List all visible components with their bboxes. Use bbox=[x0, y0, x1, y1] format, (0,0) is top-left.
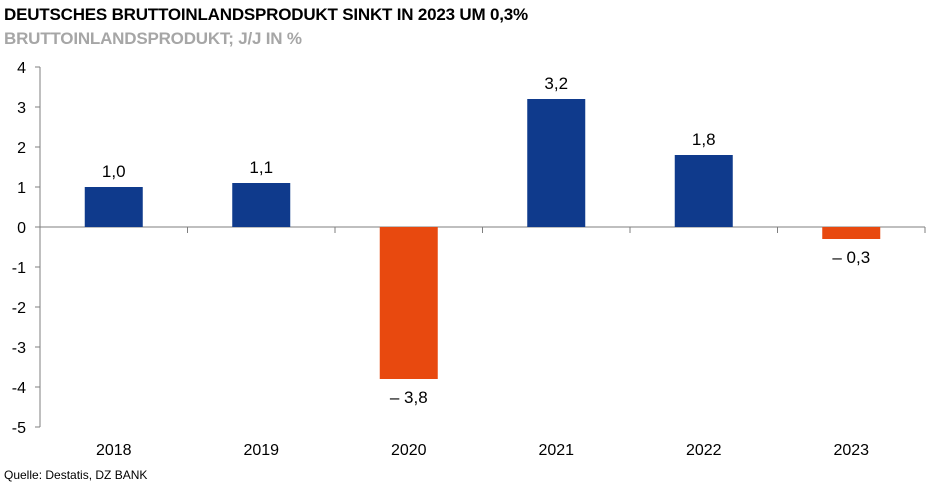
bar-2019 bbox=[232, 183, 291, 227]
y-tick-label: 4 bbox=[17, 60, 26, 77]
y-tick-label: 1 bbox=[17, 180, 26, 197]
y-tick-label: -1 bbox=[12, 260, 26, 277]
bar-2018 bbox=[84, 187, 143, 227]
y-tick-label: -4 bbox=[12, 380, 26, 397]
chart-data-labels: 1,0 1,1 – 3,8 3,2 1,8 – 0,3 bbox=[102, 74, 870, 407]
x-tick-label: 2020 bbox=[391, 442, 427, 459]
data-label-2019: 1,1 bbox=[249, 158, 273, 177]
y-tick-label: 2 bbox=[17, 140, 26, 157]
data-label-2018: 1,0 bbox=[102, 162, 126, 181]
chart-bars bbox=[84, 99, 881, 379]
source-note: Quelle: Destatis, DZ BANK bbox=[4, 468, 148, 482]
data-label-2020: – 3,8 bbox=[390, 388, 428, 407]
x-tick-label: 2018 bbox=[96, 442, 132, 459]
bar-2020 bbox=[379, 227, 438, 379]
y-tick-label: -2 bbox=[12, 300, 26, 317]
chart-title: DEUTSCHES BRUTTOINLANDSPRODUKT SINKT IN … bbox=[4, 5, 528, 24]
bar-2022 bbox=[674, 155, 733, 227]
chart-subtitle: BRUTTOINLANDSPRODUKT; J/J IN % bbox=[4, 29, 302, 48]
y-tick-label: 0 bbox=[17, 220, 26, 237]
y-tick-label: 3 bbox=[17, 100, 26, 117]
x-tick-label: 2022 bbox=[686, 442, 722, 459]
x-tick-label: 2019 bbox=[243, 442, 279, 459]
x-tick-label: 2023 bbox=[833, 442, 869, 459]
y-tick-label: -5 bbox=[12, 420, 26, 437]
data-label-2021: 3,2 bbox=[544, 74, 568, 93]
data-label-2023: – 0,3 bbox=[832, 248, 870, 267]
data-label-2022: 1,8 bbox=[692, 130, 716, 149]
bar-2021 bbox=[527, 99, 586, 227]
x-tick-label: 2021 bbox=[538, 442, 574, 459]
chart-axes: 4 3 2 1 0 -1 -2 -3 -4 -5 2018 2019 2020 2021 2022 2023 bbox=[12, 60, 926, 459]
y-tick-label: -3 bbox=[12, 340, 26, 357]
bar-2023 bbox=[822, 227, 881, 239]
